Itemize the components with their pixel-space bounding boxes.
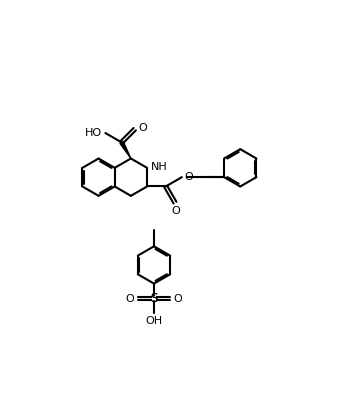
Text: O: O [138, 123, 147, 134]
Polygon shape [120, 141, 131, 158]
Text: O: O [126, 294, 135, 304]
Text: HO: HO [85, 128, 102, 138]
Text: S: S [150, 292, 158, 305]
Text: NH: NH [151, 162, 168, 172]
Text: S: S [150, 292, 158, 305]
FancyBboxPatch shape [152, 296, 156, 301]
Text: O: O [171, 206, 180, 216]
Text: OH: OH [145, 316, 162, 326]
Text: O: O [173, 294, 182, 304]
Text: O: O [184, 172, 193, 182]
